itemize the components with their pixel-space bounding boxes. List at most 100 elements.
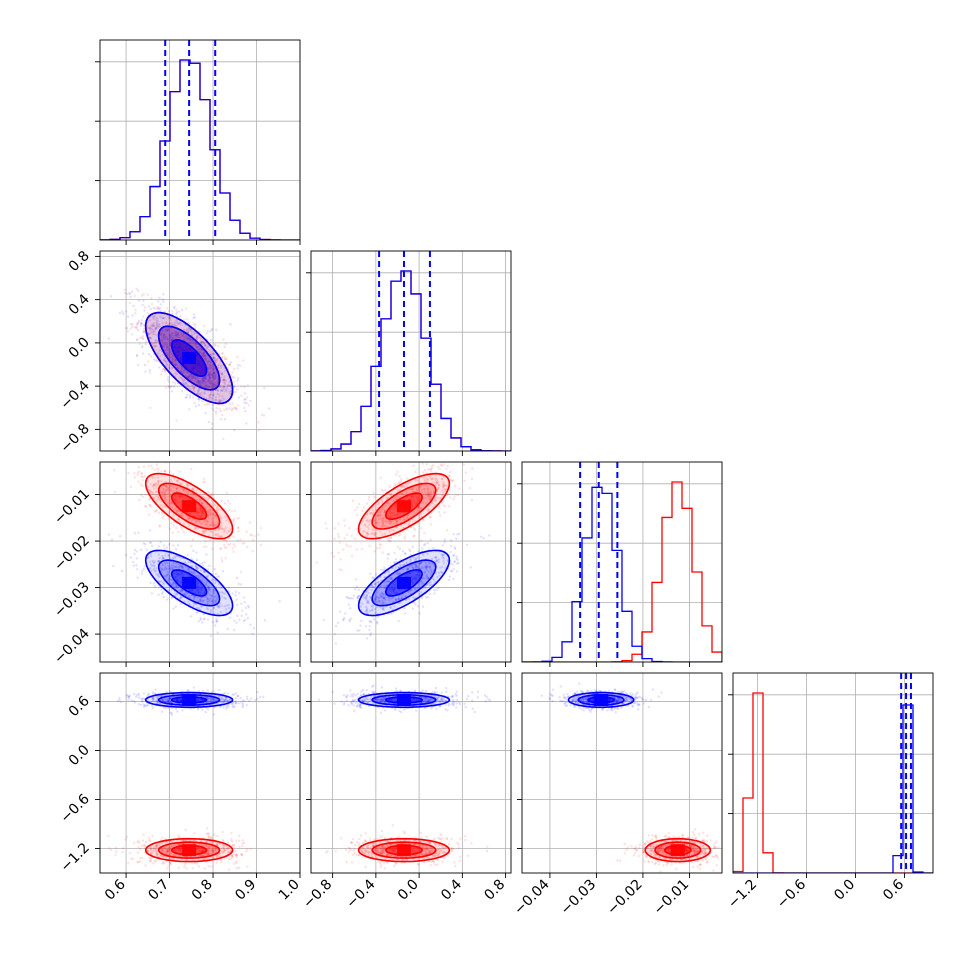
sample-point [417, 585, 421, 589]
y-tick-label: 0.4 [66, 291, 93, 318]
sample-point [154, 327, 158, 330]
sample-point [149, 490, 152, 494]
sample-point [206, 601, 209, 604]
sample-point [236, 367, 239, 370]
sample-point [185, 371, 188, 374]
sample-point [234, 406, 237, 410]
sample-point [212, 368, 215, 372]
sample-point [197, 576, 201, 579]
sample-point [379, 476, 382, 479]
sample-point [164, 485, 168, 488]
sample-point [162, 583, 165, 586]
sample-point [233, 429, 236, 432]
sample-point [257, 421, 260, 424]
sample-point [173, 477, 176, 481]
sample-point [230, 854, 233, 858]
sample-point [138, 498, 141, 502]
sample-point [151, 467, 154, 470]
sample-point [168, 366, 172, 370]
sample-point [403, 612, 407, 615]
sample-point [334, 642, 338, 645]
sample-point [426, 487, 430, 491]
sample-point [336, 533, 340, 536]
sample-point [216, 631, 219, 634]
sample-point [157, 843, 160, 846]
sample-point [382, 606, 385, 609]
sample-point [369, 521, 372, 525]
sample-point [178, 843, 182, 846]
sample-point [365, 532, 368, 535]
sample-point [388, 520, 392, 523]
sample-point [405, 568, 409, 571]
sample-point [374, 611, 377, 615]
sample-point [211, 375, 214, 378]
sample-point [121, 850, 124, 854]
sample-point [208, 366, 212, 370]
sample-point [226, 499, 230, 502]
sample-point [162, 345, 166, 348]
sample-point [162, 557, 166, 560]
sample-point [224, 390, 227, 393]
sample-point [371, 606, 374, 609]
sample-point [113, 490, 117, 494]
sample-point [232, 519, 235, 522]
sample-point [207, 373, 210, 377]
sample-point [370, 532, 374, 535]
sample-point [125, 835, 129, 839]
sample-point [149, 355, 153, 358]
sample-point [133, 841, 136, 845]
sample-point [167, 555, 170, 558]
sample-point [210, 427, 214, 430]
sample-point [148, 488, 151, 492]
sample-point [154, 476, 157, 480]
sample-point [118, 534, 122, 538]
sample-point [208, 564, 211, 567]
sample-point [426, 478, 429, 481]
sample-point [215, 619, 218, 623]
sample-point [416, 565, 419, 569]
sample-point [222, 840, 225, 843]
sample-point [440, 477, 444, 480]
sample-point [211, 422, 214, 426]
sample-point [420, 596, 424, 600]
sample-point [160, 373, 163, 376]
sample-point [455, 557, 458, 560]
sample-point [205, 840, 208, 843]
sample-point [164, 349, 167, 352]
sample-point [148, 503, 152, 507]
sample-point [397, 597, 400, 600]
sample-point [217, 527, 221, 530]
sample-point [175, 565, 178, 569]
sample-point [210, 578, 214, 582]
sample-point [129, 485, 133, 488]
sample-point [158, 322, 161, 326]
sample-point [368, 544, 371, 548]
sample-point [165, 852, 169, 855]
sample-point [201, 530, 205, 534]
sample-point [204, 377, 207, 380]
sample-point [197, 397, 200, 401]
sample-point [166, 561, 169, 565]
sample-point [428, 468, 431, 471]
sample-point [226, 366, 230, 370]
sample-point [385, 579, 388, 583]
sample-point [126, 292, 129, 296]
sample-point [221, 570, 225, 573]
sample-point [184, 336, 187, 339]
sample-point [127, 471, 130, 475]
sample-point [356, 596, 359, 600]
contour-line [170, 492, 208, 520]
sample-point [349, 545, 352, 548]
sample-point [392, 500, 395, 503]
sample-point [427, 581, 431, 585]
sample-point [186, 330, 189, 334]
sample-point [407, 516, 410, 520]
sample-point [210, 382, 213, 386]
sample-point [417, 506, 420, 509]
sample-point [365, 609, 368, 613]
sample-point [373, 583, 377, 586]
sample-point [168, 495, 171, 498]
sample-point [223, 849, 227, 852]
sample-point [171, 331, 174, 335]
sample-point [122, 312, 125, 316]
